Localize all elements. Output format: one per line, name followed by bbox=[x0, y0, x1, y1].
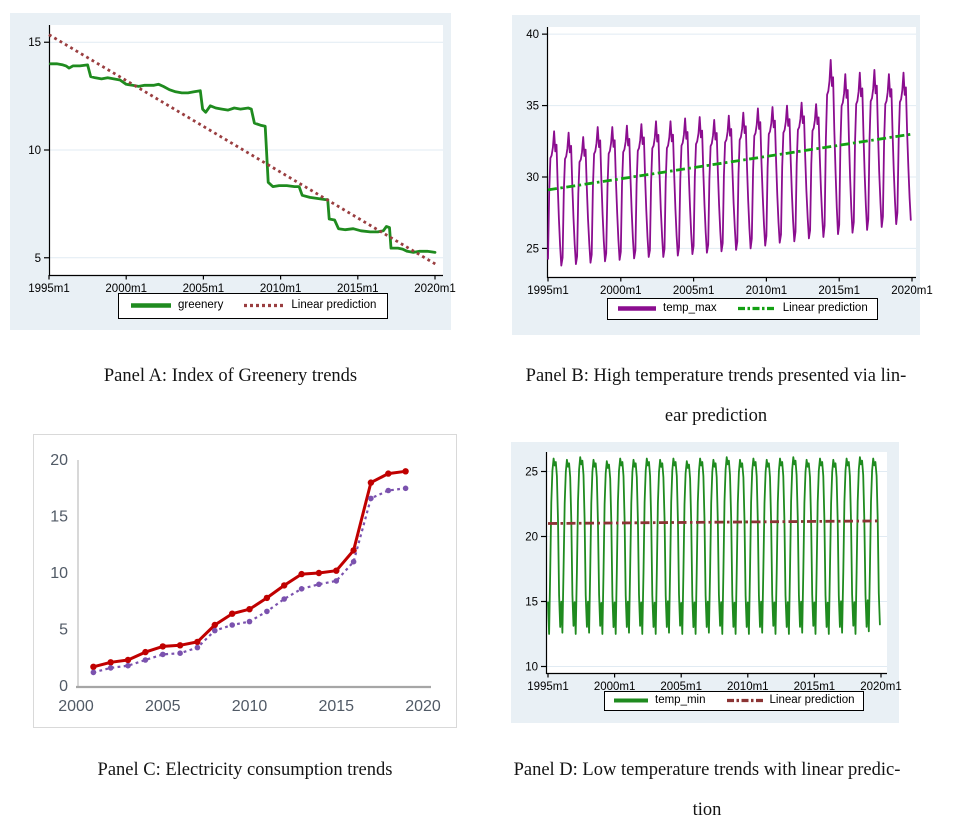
figure-page: { "page": { "page_background": "#ffffff"… bbox=[10, 13, 934, 820]
svg-text:2010m1: 2010m1 bbox=[260, 283, 302, 295]
legend-label-temp-max: temp_max bbox=[663, 302, 717, 314]
svg-text:2005m1: 2005m1 bbox=[183, 283, 225, 295]
linear-prediction-line-sample bbox=[726, 699, 763, 703]
panel-b-plot-area: 25 30 35 40 1995m1 2000m1 2005m1 2010m1 2015m1 20… bbox=[526, 27, 933, 297]
svg-text:20: 20 bbox=[50, 452, 68, 469]
svg-text:1995m1: 1995m1 bbox=[527, 285, 569, 297]
svg-text:2010m1: 2010m1 bbox=[727, 681, 769, 693]
svg-text:2000m1: 2000m1 bbox=[105, 283, 147, 295]
panel-b-caption: Panel B: High temperature trends present… bbox=[498, 356, 934, 436]
svg-text:30: 30 bbox=[526, 172, 539, 184]
svg-text:2020: 2020 bbox=[405, 698, 441, 715]
svg-text:2005: 2005 bbox=[145, 698, 181, 715]
svg-text:25: 25 bbox=[526, 243, 539, 255]
svg-text:10: 10 bbox=[525, 662, 538, 674]
svg-text:20: 20 bbox=[525, 532, 538, 544]
svg-text:25: 25 bbox=[525, 467, 538, 479]
greenery-line-sample bbox=[131, 303, 171, 308]
svg-text:0: 0 bbox=[59, 678, 68, 695]
svg-text:15: 15 bbox=[28, 37, 41, 49]
svg-text:10: 10 bbox=[50, 565, 68, 582]
panel-d-legend: temp_min Linear prediction bbox=[604, 691, 864, 711]
legend-label-linear-prediction: Linear prediction bbox=[291, 299, 377, 311]
svg-text:2005m1: 2005m1 bbox=[673, 285, 715, 297]
svg-text:1995m1: 1995m1 bbox=[527, 681, 569, 693]
linear-prediction-line-sample bbox=[737, 307, 776, 311]
panel-b-chart: 25 30 35 40 1995m1 2000m1 2005m1 2010m1 2015m1 20… bbox=[512, 15, 933, 335]
caption-line: tion bbox=[692, 800, 722, 820]
svg-text:2015: 2015 bbox=[318, 698, 354, 715]
svg-text:2010: 2010 bbox=[232, 698, 268, 715]
svg-text:2020m1: 2020m1 bbox=[860, 681, 902, 693]
svg-text:2005m1: 2005m1 bbox=[660, 681, 702, 693]
linear-prediction-line-sample bbox=[244, 304, 285, 308]
svg-text:1995m1: 1995m1 bbox=[28, 283, 70, 295]
panel-a-legend: greenery Linear prediction bbox=[118, 293, 389, 319]
svg-text:2000m1: 2000m1 bbox=[600, 285, 642, 297]
svg-text:40: 40 bbox=[526, 29, 539, 41]
svg-text:2015m1: 2015m1 bbox=[794, 681, 836, 693]
panel-a-chart: 5 10 15 1995m1 2000m1 2005m1 2010m1 2015m1 2020m… bbox=[10, 13, 456, 330]
panel-c-plot-area: 0 5 10 15 20 2000 2005 2010 2015 2020 bbox=[50, 452, 441, 715]
temp-min-line-sample bbox=[614, 698, 648, 703]
svg-text:2020m1: 2020m1 bbox=[891, 285, 933, 297]
panel-c-caption: Panel C: Electricity consumption trends bbox=[33, 750, 457, 790]
svg-text:2015m1: 2015m1 bbox=[337, 283, 379, 295]
panel-d-chart: 10 15 20 25 1995m1 2000m1 2005m1 2010m1 2015m1 20… bbox=[511, 442, 902, 723]
svg-text:2015m1: 2015m1 bbox=[818, 285, 860, 297]
svg-text:5: 5 bbox=[59, 622, 68, 639]
caption-line: Panel D: Low temperature trends with lin… bbox=[513, 760, 901, 780]
panel-a-plot-area: 5 10 15 1995m1 2000m1 2005m1 2010m1 2015m1 2020m… bbox=[28, 25, 456, 295]
svg-text:5: 5 bbox=[35, 253, 41, 265]
svg-text:2010m1: 2010m1 bbox=[746, 285, 788, 297]
caption-line: ear prediction bbox=[664, 406, 768, 426]
panel-b-legend: temp_max Linear prediction bbox=[607, 298, 878, 320]
svg-text:15: 15 bbox=[50, 509, 68, 526]
svg-text:10: 10 bbox=[28, 145, 41, 157]
panel-c-chart: 0 5 10 15 20 2000 2005 2010 2015 2020 bbox=[33, 434, 457, 728]
svg-text:35: 35 bbox=[526, 101, 539, 113]
legend-label-linear-prediction: Linear prediction bbox=[769, 694, 855, 706]
legend-label-linear-prediction: Linear prediction bbox=[782, 302, 868, 314]
panel-d-caption: Panel D: Low temperature trends with lin… bbox=[497, 750, 917, 830]
legend-label-greenery: greenery bbox=[178, 299, 224, 311]
panel-a-caption: Panel A: Index of Greenery trends bbox=[10, 356, 451, 396]
caption-line: Panel A: Index of Greenery trends bbox=[103, 366, 358, 386]
panel-d-plot-area: 10 15 20 25 1995m1 2000m1 2005m1 2010m1 2015m1 20… bbox=[525, 452, 902, 693]
svg-text:2000m1: 2000m1 bbox=[594, 681, 636, 693]
caption-line: Panel B: High temperature trends present… bbox=[525, 366, 907, 386]
svg-text:2020m1: 2020m1 bbox=[414, 283, 456, 295]
caption-line: Panel C: Electricity consumption trends bbox=[97, 760, 393, 780]
svg-text:2000: 2000 bbox=[58, 698, 94, 715]
legend-label-temp-min: temp_min bbox=[655, 694, 706, 706]
svg-text:15: 15 bbox=[525, 597, 538, 609]
temp-max-line-sample bbox=[618, 306, 656, 311]
